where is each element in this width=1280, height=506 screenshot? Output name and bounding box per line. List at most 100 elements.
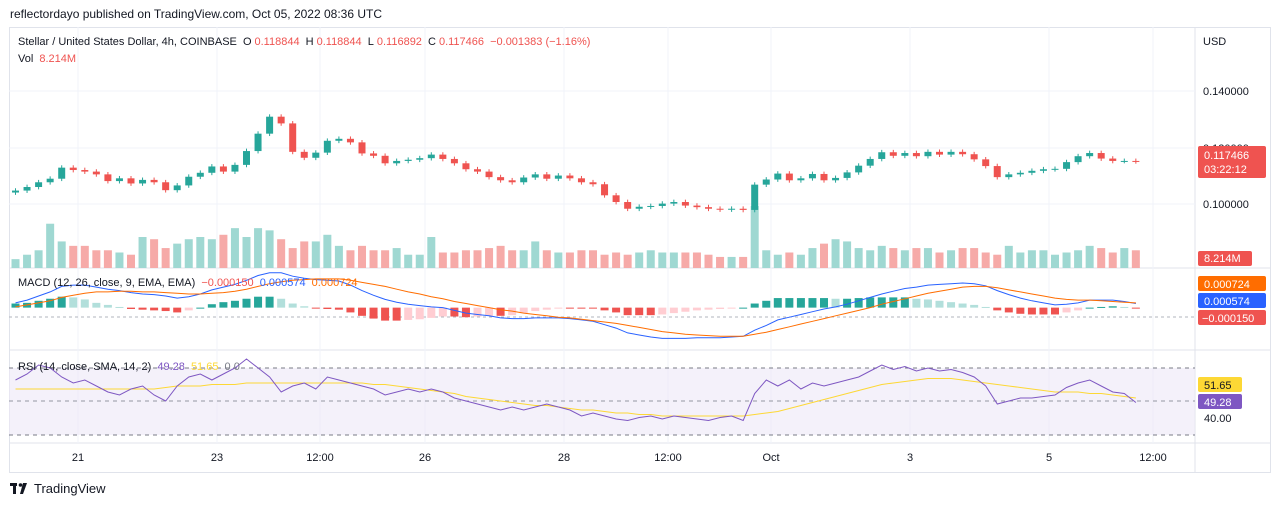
macd-legend[interactable]: MACD (12, 26, close, 9, EMA, EMA) −0.000… xyxy=(18,277,361,289)
volume-bars xyxy=(11,206,1140,268)
candle-body xyxy=(404,159,412,161)
candle-body xyxy=(785,173,793,181)
candle-body xyxy=(243,151,250,165)
time-label-7: 3 xyxy=(907,452,913,464)
macd-hist-bar xyxy=(716,307,725,309)
price-tick-0: 0.140000 xyxy=(1203,86,1249,98)
volume-bar xyxy=(935,252,944,268)
macd-hist-bar xyxy=(46,298,55,308)
candle-body xyxy=(635,206,643,209)
macd-hist-bar xyxy=(34,300,43,308)
candle-body xyxy=(196,172,204,177)
rsi-ma-value: 51.65 xyxy=(190,361,219,373)
macd-hist-bar xyxy=(277,298,286,308)
volume-bar xyxy=(704,254,713,268)
candle-body xyxy=(601,184,609,196)
price-tick-2: 0.100000 xyxy=(1203,199,1249,211)
volume-bar xyxy=(103,250,112,268)
macd-hist-bar xyxy=(646,307,655,316)
main-legend[interactable]: Stellar / United States Dollar, 4h, COIN… xyxy=(18,36,593,48)
candle-body xyxy=(173,185,181,191)
macd-hist-bar xyxy=(450,307,459,317)
volume-bar xyxy=(750,206,759,268)
candle-body xyxy=(936,151,943,155)
volume-bar xyxy=(785,252,794,268)
candle-body xyxy=(485,171,493,178)
candle-body xyxy=(658,203,666,206)
volume-bar xyxy=(80,245,89,268)
volume-bar xyxy=(947,250,956,268)
macd-hist-bar xyxy=(1039,307,1048,315)
macd-hist-bar xyxy=(230,300,239,308)
rsi-legend[interactable]: RSI (14, close, SMA, 14, 2) 49.28 51.65 … xyxy=(18,361,243,373)
candle-body xyxy=(970,154,978,160)
volume-bar xyxy=(981,252,990,268)
candle-body xyxy=(46,178,54,183)
macd-hist-bar xyxy=(935,300,944,308)
open-label: O xyxy=(242,36,252,48)
macd-hist-bar xyxy=(704,307,713,310)
volume-bar xyxy=(877,245,886,268)
macd-signal-tag xyxy=(1198,276,1266,291)
candle-body xyxy=(1074,156,1082,163)
macd-hist-bar xyxy=(669,307,678,314)
candle-body xyxy=(104,174,112,182)
macd-hist-bar xyxy=(889,297,898,308)
close-label: C xyxy=(428,36,436,48)
macd-hist-bar xyxy=(635,307,644,316)
volume-bar xyxy=(127,254,135,268)
volume-bar xyxy=(796,254,805,268)
macd-hist-bar xyxy=(727,307,736,309)
candle-body xyxy=(1005,174,1013,178)
macd-histogram xyxy=(11,296,1140,321)
volume-bar xyxy=(658,252,667,268)
volume-bar xyxy=(1062,252,1071,268)
rsi-line xyxy=(15,358,1137,422)
volume-bar xyxy=(138,237,147,268)
volume-bar xyxy=(589,250,597,268)
macd-hist-bar xyxy=(1062,307,1071,313)
candle-body xyxy=(762,179,770,185)
candle-body xyxy=(416,158,424,160)
macd-hist-bar xyxy=(334,307,343,310)
symbol-name: Stellar / United States Dollar, 4h, COIN… xyxy=(18,36,237,48)
candle-body xyxy=(924,151,932,157)
candle-body xyxy=(92,171,100,175)
volume-bar xyxy=(323,234,332,268)
time-label-2: 12:00 xyxy=(306,452,334,464)
candle-body xyxy=(12,190,19,193)
macd-hist-bar xyxy=(242,298,251,308)
macd-hist-bar xyxy=(1016,307,1025,314)
candle-body xyxy=(889,152,897,156)
volume-bar xyxy=(207,239,216,268)
macd-hist-bar xyxy=(473,307,482,317)
volume-bar xyxy=(739,256,748,268)
volume-bar xyxy=(600,254,609,268)
footer[interactable]: TradingView xyxy=(10,481,106,496)
macd-line xyxy=(15,272,1136,339)
macd-line-tag xyxy=(1198,293,1266,308)
macd-hist-tag-value: −0.000150 xyxy=(1202,313,1254,325)
chart-frame xyxy=(9,27,1271,473)
candle-body xyxy=(1016,172,1024,175)
candle-body xyxy=(289,123,297,152)
macd-hist-bar xyxy=(531,307,540,312)
macd-hist-bar xyxy=(981,306,990,308)
indicator-lines xyxy=(15,272,1137,422)
candle-body xyxy=(797,178,805,181)
volume-bar xyxy=(254,228,263,268)
candle-body xyxy=(912,153,920,157)
candle-body xyxy=(139,179,147,184)
time-label-0: 21 xyxy=(72,452,84,464)
candle-body xyxy=(878,152,886,159)
volume-legend[interactable]: Vol 8.214M xyxy=(18,53,79,65)
macd-hist-bar xyxy=(1027,307,1036,315)
macd-hist-bar xyxy=(219,302,228,308)
macd-hist-bar xyxy=(785,298,794,308)
macd-hist-bar xyxy=(323,307,332,309)
candle-body xyxy=(323,140,331,153)
volume-bar xyxy=(1131,250,1140,268)
volume-bar xyxy=(277,239,286,268)
candle-body xyxy=(959,151,967,155)
